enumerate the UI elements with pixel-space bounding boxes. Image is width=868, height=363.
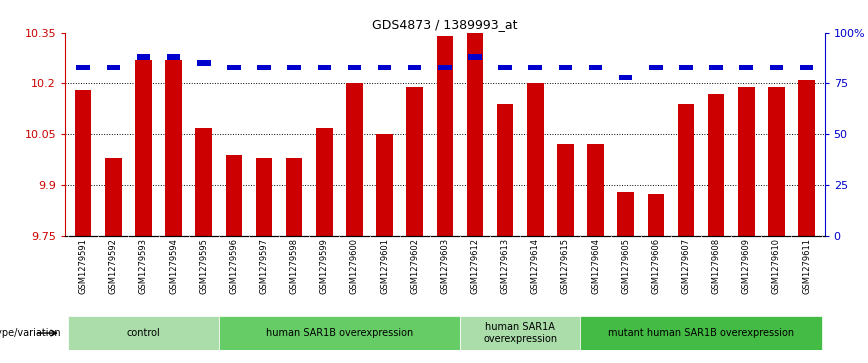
Title: GDS4873 / 1389993_at: GDS4873 / 1389993_at — [372, 19, 517, 32]
Bar — [678, 104, 694, 236]
Bar — [257, 65, 271, 70]
Bar — [581, 317, 822, 350]
Bar — [165, 60, 182, 236]
Text: GSM1279604: GSM1279604 — [591, 238, 600, 294]
Text: GSM1279614: GSM1279614 — [530, 238, 540, 294]
Text: GSM1279602: GSM1279602 — [411, 238, 419, 294]
Text: GSM1279610: GSM1279610 — [772, 238, 781, 294]
Bar — [498, 65, 512, 70]
Bar — [316, 127, 332, 236]
Bar — [799, 80, 815, 236]
Text: GSM1279606: GSM1279606 — [651, 238, 661, 294]
Bar — [437, 36, 453, 236]
Bar — [738, 87, 754, 236]
Text: GSM1279598: GSM1279598 — [290, 238, 299, 294]
Bar — [346, 83, 363, 236]
Bar — [226, 155, 242, 236]
Bar — [619, 75, 633, 80]
Text: GSM1279599: GSM1279599 — [319, 238, 329, 294]
Bar — [406, 87, 423, 236]
Text: mutant human SAR1B overexpression: mutant human SAR1B overexpression — [608, 328, 794, 338]
Text: GSM1279613: GSM1279613 — [501, 238, 510, 294]
Bar — [679, 65, 693, 70]
Bar — [107, 65, 120, 70]
Bar — [377, 134, 393, 236]
Bar — [557, 144, 574, 236]
Bar — [256, 158, 273, 236]
Bar — [768, 87, 785, 236]
Bar — [617, 192, 634, 236]
Text: GSM1279601: GSM1279601 — [380, 238, 389, 294]
Bar — [588, 144, 604, 236]
Bar — [197, 61, 211, 66]
Bar — [135, 60, 152, 236]
Text: GSM1279615: GSM1279615 — [561, 238, 570, 294]
Bar — [559, 65, 572, 70]
Text: GSM1279611: GSM1279611 — [802, 238, 811, 294]
Bar — [219, 317, 460, 350]
Bar — [460, 317, 581, 350]
Bar — [68, 317, 219, 350]
Bar — [709, 65, 723, 70]
Bar — [770, 65, 783, 70]
Text: human SAR1B overexpression: human SAR1B overexpression — [266, 328, 413, 338]
Bar — [589, 65, 602, 70]
Text: control: control — [127, 328, 161, 338]
Bar — [408, 65, 422, 70]
Bar — [496, 104, 513, 236]
Bar — [75, 90, 91, 236]
Text: GSM1279607: GSM1279607 — [681, 238, 690, 294]
Bar — [76, 65, 90, 70]
Text: GSM1279605: GSM1279605 — [621, 238, 630, 294]
Text: GSM1279592: GSM1279592 — [108, 238, 118, 294]
Bar — [195, 127, 212, 236]
Text: GSM1279608: GSM1279608 — [712, 238, 720, 294]
Text: GSM1279609: GSM1279609 — [742, 238, 751, 294]
Text: human SAR1A
overexpression: human SAR1A overexpression — [483, 322, 557, 344]
Text: GSM1279595: GSM1279595 — [200, 238, 208, 294]
Text: GSM1279597: GSM1279597 — [260, 238, 268, 294]
Bar — [227, 65, 240, 70]
Bar — [318, 65, 331, 70]
Bar — [707, 94, 725, 236]
Bar — [287, 65, 301, 70]
Text: GSM1279603: GSM1279603 — [440, 238, 450, 294]
Text: GSM1279596: GSM1279596 — [229, 238, 239, 294]
Text: GSM1279594: GSM1279594 — [169, 238, 178, 294]
Bar — [468, 54, 482, 60]
Text: genotype/variation: genotype/variation — [0, 328, 61, 338]
Text: GSM1279612: GSM1279612 — [470, 238, 479, 294]
Bar — [105, 158, 122, 236]
Bar — [527, 83, 543, 236]
Bar — [648, 193, 664, 236]
Bar — [348, 65, 361, 70]
Text: GSM1279593: GSM1279593 — [139, 238, 148, 294]
Bar — [467, 33, 483, 236]
Text: GSM1279600: GSM1279600 — [350, 238, 359, 294]
Bar — [529, 65, 542, 70]
Bar — [378, 65, 391, 70]
Bar — [740, 65, 753, 70]
Text: GSM1279591: GSM1279591 — [79, 238, 88, 294]
Bar — [136, 54, 150, 60]
Bar — [649, 65, 662, 70]
Bar — [286, 158, 302, 236]
Bar — [438, 65, 451, 70]
Bar — [167, 54, 181, 60]
Bar — [799, 65, 813, 70]
